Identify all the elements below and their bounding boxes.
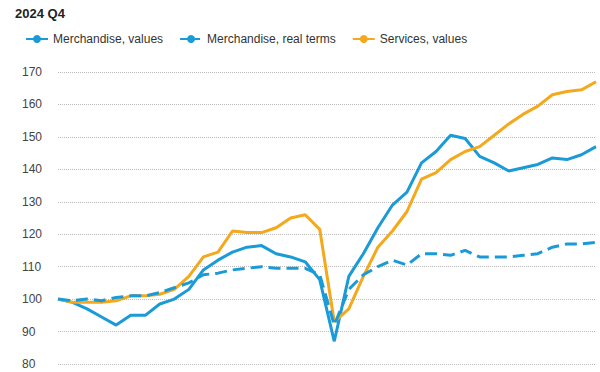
- svg-text:90: 90: [22, 325, 36, 339]
- svg-text:Merchandise, values: Merchandise, values: [53, 32, 163, 46]
- svg-text:170: 170: [22, 65, 42, 79]
- svg-text:110: 110: [22, 260, 41, 274]
- svg-text:160: 160: [22, 97, 42, 111]
- svg-text:80: 80: [22, 357, 36, 371]
- svg-text:Services, values: Services, values: [380, 32, 467, 46]
- svg-text:Merchandise, real terms: Merchandise, real terms: [207, 32, 336, 46]
- svg-text:130: 130: [22, 195, 42, 209]
- svg-text:150: 150: [22, 130, 42, 144]
- svg-text:140: 140: [22, 162, 42, 176]
- svg-text:2024 Q4: 2024 Q4: [15, 6, 66, 21]
- svg-text:120: 120: [22, 227, 42, 241]
- svg-text:100: 100: [22, 292, 42, 306]
